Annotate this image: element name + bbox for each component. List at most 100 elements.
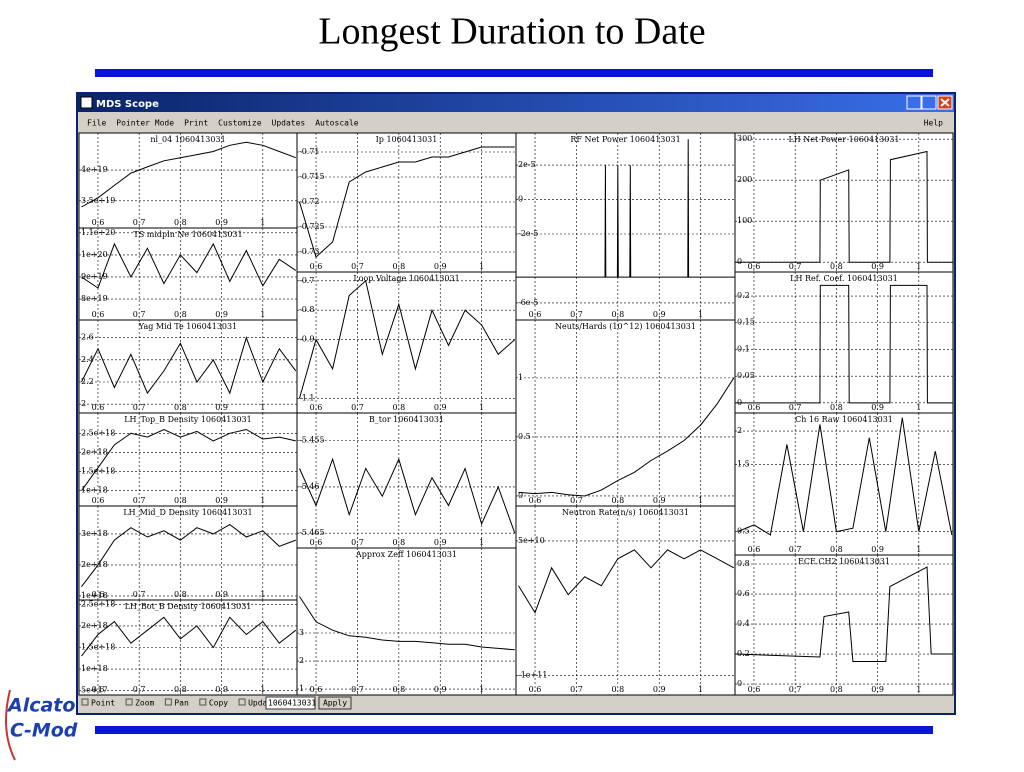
close-icon bbox=[940, 98, 950, 107]
radio-icon[interactable] bbox=[164, 698, 172, 706]
slide-title: Longest Duration to Date bbox=[318, 11, 705, 53]
x-tick-label: 0.8 bbox=[174, 310, 187, 319]
y-tick-label: -5.465 bbox=[299, 528, 325, 537]
app-icon bbox=[80, 96, 93, 109]
x-tick-label: 0.7 bbox=[133, 496, 146, 505]
logo-arc bbox=[5, 689, 16, 761]
y-tick-label: 0.8 bbox=[737, 559, 750, 568]
x-tick-label: 0.6 bbox=[310, 262, 323, 271]
scope-panel: 0.6 0.7 0.8 0.9 1 1.1e+20 1e+20 9e+19 8e+19 TS mi… bbox=[78, 227, 298, 321]
y-tick-label: 0.05 bbox=[737, 371, 755, 380]
trace bbox=[735, 284, 953, 404]
scope-panel: 0.6 0.7 0.8 0.9 1 2.5e+18 2e+18 1.5e+18 1e+18 LH_… bbox=[78, 412, 298, 507]
y-tick-label: -2e-5 bbox=[518, 229, 538, 238]
y-tick-label: 0 bbox=[737, 398, 742, 407]
y-tick-label: 2.6 bbox=[81, 333, 94, 342]
panel-title: Loop Voltage 1060413031 bbox=[353, 274, 459, 283]
menu-item[interactable]: Help bbox=[924, 119, 943, 128]
y-tick-label: -0.9 bbox=[299, 335, 314, 344]
minimize-button[interactable] bbox=[906, 95, 922, 110]
y-tick-label: 0 bbox=[737, 257, 742, 266]
x-tick-label: 0.7 bbox=[133, 218, 146, 227]
menu-item[interactable]: Customize bbox=[218, 119, 262, 128]
panel-title: Ip 1060413031 bbox=[376, 135, 438, 144]
y-tick-label: 2e+18 bbox=[81, 447, 108, 456]
menu-item[interactable]: Print bbox=[184, 119, 208, 128]
x-tick-label: 0.9 bbox=[434, 403, 447, 412]
trace bbox=[299, 596, 515, 651]
y-tick-label: 1.5e+18 bbox=[81, 467, 115, 476]
y-tick-label: -0.7 bbox=[299, 276, 314, 285]
menu-item[interactable]: Pointer Mode bbox=[116, 119, 174, 128]
y-tick-label: 4e+19 bbox=[81, 165, 108, 174]
apply-button[interactable] bbox=[318, 696, 352, 710]
menu-bar: File Pointer Mode Print Customize Updates Aut… bbox=[87, 119, 359, 128]
x-tick-label: 0.9 bbox=[653, 496, 666, 505]
x-tick-label: 1 bbox=[479, 538, 484, 547]
scope-panel: 0.6 0.7 0.8 0.9 1 0.8 0.6 0.4 0.2 0 ECE.CH2 106041… bbox=[734, 554, 954, 696]
x-tick-label: 0.7 bbox=[570, 496, 583, 505]
panel-title: B_tor 1060413031 bbox=[369, 415, 444, 424]
trace bbox=[81, 336, 297, 395]
y-tick-label: 0.2 bbox=[737, 291, 750, 300]
x-tick-label: 0.8 bbox=[830, 262, 843, 271]
radio-icon[interactable] bbox=[238, 698, 246, 706]
x-tick-label: 0.6 bbox=[92, 685, 105, 694]
x-tick-label: 0.6 bbox=[92, 403, 105, 412]
y-tick-label: 2 bbox=[299, 656, 304, 665]
toolbar-item[interactable]: Updates bbox=[248, 699, 282, 708]
trace bbox=[299, 457, 516, 534]
y-tick-label: 1 bbox=[299, 684, 304, 693]
radio-icon[interactable] bbox=[199, 698, 207, 706]
x-tick-label: 0.9 bbox=[215, 310, 228, 319]
x-tick-label: 0.7 bbox=[570, 685, 583, 694]
x-tick-label: 0.8 bbox=[174, 403, 187, 412]
maximize-button[interactable] bbox=[921, 95, 937, 110]
menu-item[interactable]: Updates bbox=[272, 119, 306, 128]
panel-title: Yag Mid Te 1060413031 bbox=[138, 322, 237, 331]
y-tick-label: 0 bbox=[518, 491, 523, 500]
logo-line: Alcator bbox=[6, 695, 86, 717]
radio-icon[interactable] bbox=[125, 698, 133, 706]
panel-frame[interactable] bbox=[734, 554, 954, 696]
menu-item[interactable]: File bbox=[87, 119, 106, 128]
y-tick-label: -5.455 bbox=[299, 436, 325, 445]
trace bbox=[81, 141, 296, 208]
y-tick-label: 0 bbox=[518, 195, 523, 204]
shot-number: 1060413031 bbox=[268, 699, 316, 708]
x-tick-label: 0.7 bbox=[789, 685, 802, 694]
toolbar-item[interactable]: Point bbox=[91, 699, 115, 708]
shot-input[interactable] bbox=[265, 696, 316, 710]
scope-panel: 0.6 0.7 0.8 0.9 1 1 0.5 0 Neuts/Hards (10^12) 10… bbox=[515, 319, 736, 507]
x-tick-label: 0.6 bbox=[310, 685, 323, 694]
y-tick-label: 9e+19 bbox=[81, 272, 108, 281]
y-tick-label: 0.5 bbox=[518, 432, 531, 441]
apply-label: Apply bbox=[323, 699, 347, 708]
x-tick-label: 0.8 bbox=[174, 218, 187, 227]
x-tick-label: 0.9 bbox=[653, 685, 666, 694]
toolbar-item[interactable]: Zoom bbox=[135, 699, 154, 708]
scope-panel: 0.6 0.7 0.8 0.9 1 2e-5 0 -2e-5 -6e-5 RF Net Power… bbox=[515, 132, 736, 321]
x-tick-label: 0.7 bbox=[570, 310, 583, 319]
x-tick-label: 0.9 bbox=[434, 538, 447, 547]
y-tick-label: 0.4 bbox=[737, 619, 750, 628]
x-tick-label: 0.6 bbox=[529, 496, 542, 505]
x-tick-label: 1 bbox=[916, 685, 921, 694]
x-tick-label: 0.9 bbox=[653, 310, 666, 319]
x-tick-label: 0.7 bbox=[133, 403, 146, 412]
radio-icon[interactable] bbox=[81, 698, 89, 706]
trace bbox=[81, 616, 297, 657]
x-tick-label: 0.8 bbox=[611, 310, 624, 319]
rule bbox=[95, 726, 933, 734]
y-tick-label: -0.71 bbox=[299, 147, 320, 156]
x-tick-label: 0.6 bbox=[310, 403, 323, 412]
x-tick-label: 0.9 bbox=[871, 403, 884, 412]
toolbar-item[interactable]: Pan bbox=[174, 699, 189, 708]
y-tick-label: 0.6 bbox=[737, 589, 750, 598]
toolbar-item[interactable]: Copy bbox=[209, 699, 228, 708]
x-tick-label: 0.8 bbox=[830, 545, 843, 554]
trace bbox=[81, 428, 296, 491]
panel-title: TS midpln Ne 1060413031 bbox=[133, 230, 242, 239]
menu-item[interactable]: Autoscale bbox=[315, 119, 359, 128]
